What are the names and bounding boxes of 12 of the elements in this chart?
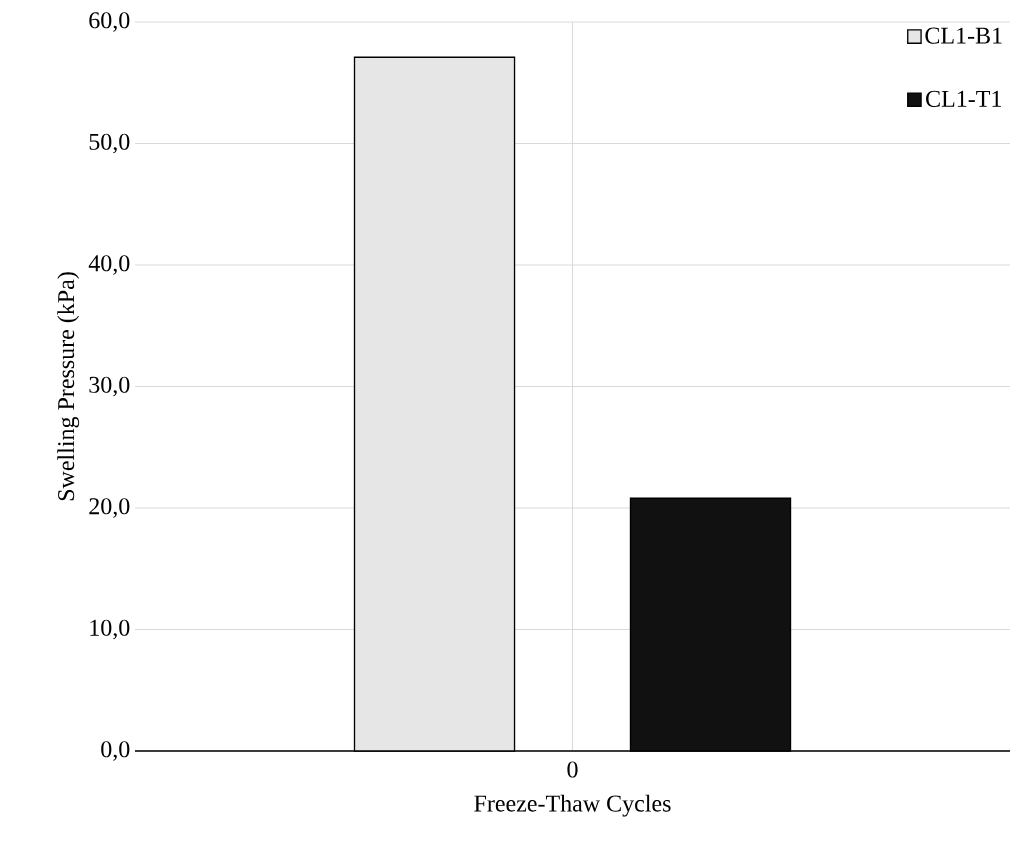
y-axis-title: Swelling Pressure (kPa) (57, 272, 80, 501)
y-tick-label: 30,0 (89, 376, 130, 397)
x-axis-title: Freeze-Thaw Cycles (474, 794, 671, 817)
y-tick-label: 50,0 (89, 133, 130, 154)
y-tick-label: 0,0 (101, 741, 130, 761)
x-tick-label: 0 (567, 761, 578, 778)
y-tick-label: 60,0 (89, 12, 130, 32)
legend-label: CL1-B1 (925, 27, 1002, 44)
y-tick-label: 40,0 (88, 255, 130, 275)
y-tick-label: 10,0 (90, 619, 130, 640)
y-tick-label: 20,0 (89, 498, 130, 518)
legend-label: CL1-T1 (926, 90, 1001, 107)
